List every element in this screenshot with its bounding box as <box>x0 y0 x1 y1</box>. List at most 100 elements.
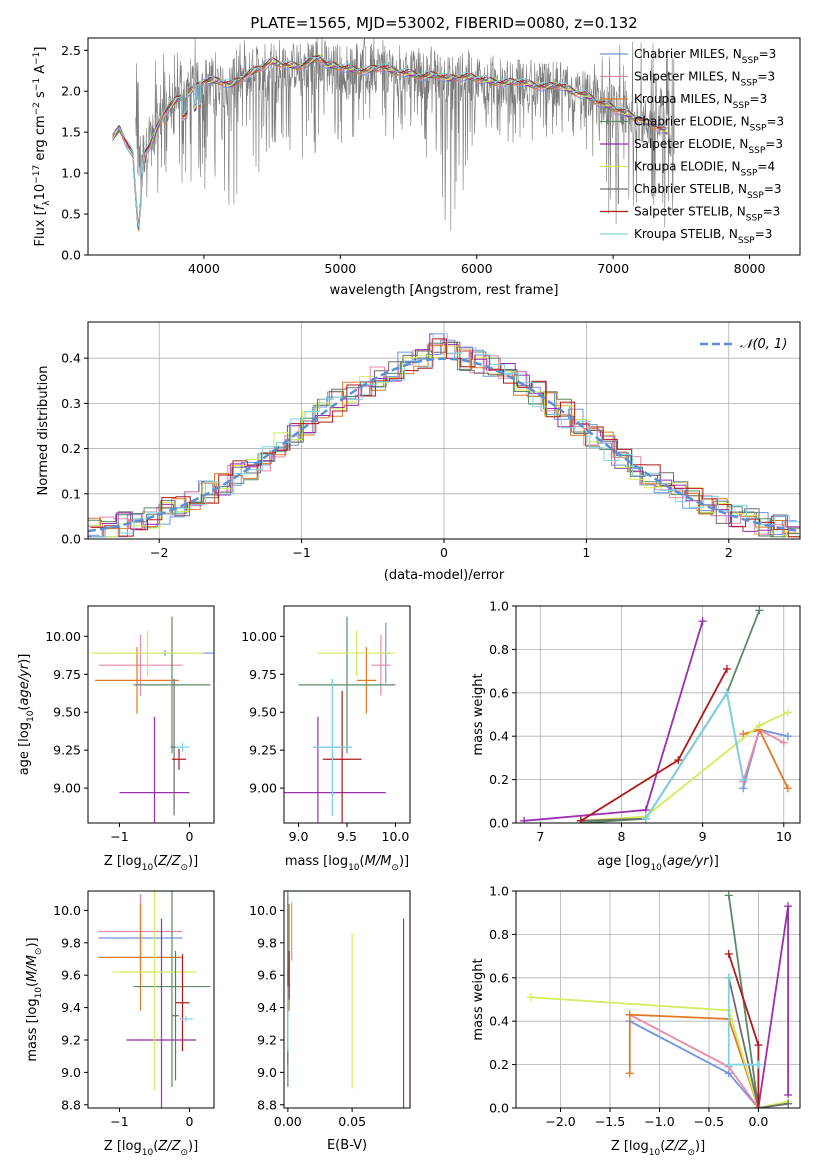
model-spectrum-salpeter-elodie <box>112 54 668 228</box>
y-tick-label: 9.2 <box>61 1032 81 1047</box>
y-axis-label: Flux [fλ10−17 erg cm−2 s−1 A−1] <box>32 47 52 247</box>
series-marker-salpeter-stelib <box>674 756 683 765</box>
series-marker-kroupa-stelib <box>641 814 650 823</box>
x-tick-label: 0.05 <box>338 1114 366 1129</box>
mass-vs-EBV-panel: 0.00 0.05 8.8 9.0 9.2 9.4 9.6 9.8 10.0 E(B-V) <box>249 890 411 1153</box>
y-tick-label: 10.00 <box>45 629 81 644</box>
x-tick-label: 0 <box>440 545 448 560</box>
x-axis-label: Z [log10(Z/Z⊙)] <box>104 854 198 873</box>
y-tick-label: 9.0 <box>61 1065 81 1080</box>
y-tick-label: 0.3 <box>61 396 81 411</box>
y-tick-label: 0.1 <box>61 486 81 501</box>
age-vs-mass-plot-area <box>284 616 396 823</box>
series-marker-kroupa-miles <box>783 784 792 793</box>
y-tick-label: 9.4 <box>257 1000 277 1015</box>
mass-vs-Z-plot-area <box>98 891 211 1108</box>
y-tick-label: 9.25 <box>53 743 81 758</box>
model-spectrum-chabrier-elodie <box>112 56 668 231</box>
model-spectrum-kroupa-elodie <box>112 54 668 226</box>
legend-label: 𝒩(0, 1) <box>740 337 787 352</box>
series-line-salpeter-miles <box>629 1013 760 1108</box>
y-tick-label: 0.2 <box>61 441 81 456</box>
x-tick-label: 0 <box>186 1114 194 1129</box>
y-tick-label: 9.00 <box>53 781 81 796</box>
y-tick-label: 9.50 <box>53 705 81 720</box>
series-line-salpeter-elodie <box>524 620 704 822</box>
axes-frame <box>515 605 801 824</box>
x-axis-label: E(B-V) <box>327 1138 367 1153</box>
legend-label: Salpeter ELODIE, NSSP=3 <box>634 137 783 156</box>
axes-frame <box>87 890 215 1109</box>
axes-frame <box>87 37 801 256</box>
series-line-salpeter-elodie <box>757 906 789 1108</box>
y-tick-label: 1.5 <box>61 125 81 140</box>
histogram-kroupa-miles <box>88 342 799 534</box>
y-tick-label: 10.00 <box>241 629 277 644</box>
mass-vs-Z-panel: −1 0 8.8 9.0 9.2 9.4 9.6 9.8 10.0 Z [log10(Z/Z⊙)]… <box>25 890 215 1158</box>
series-line-salpeter-stelib <box>580 668 728 822</box>
x-tick-label: 9 <box>699 829 707 844</box>
x-tick-label: 7 <box>536 829 544 844</box>
model-spectrum-chabrier-miles <box>112 59 668 230</box>
axes-frame <box>283 890 411 1109</box>
series-marker-salpeter-stelib <box>724 949 733 958</box>
x-tick-label: −1 <box>110 1114 128 1129</box>
y-tick-label: 9.0 <box>257 1065 277 1080</box>
y-tick-label: 0.8 <box>489 642 509 657</box>
series-marker-chabrier-elodie <box>755 606 764 615</box>
histogram-chabrier-elodie <box>88 341 800 538</box>
spectrum-panel: 4000 5000 6000 7000 8000 0.0 0.5 1.0 1.5 2.0 2.5 wa… <box>32 37 801 298</box>
series-line-chabrier-stelib <box>727 977 789 1108</box>
model-spectrum-salpeter-miles <box>112 60 668 231</box>
x-axis-label: age [log10(age/yr)] <box>597 854 719 873</box>
legend-label: Kroupa ELODIE, NSSP=4 <box>634 160 775 179</box>
legend-label: Salpeter STELIB, NSSP=3 <box>634 205 780 224</box>
axes-frame <box>515 890 801 1109</box>
y-tick-label: 0.2 <box>489 772 509 787</box>
legend-label: Chabrier STELIB, NSSP=3 <box>634 182 782 201</box>
series-line-chabrier-elodie <box>580 609 761 823</box>
y-tick-label: 0.8 <box>489 927 509 942</box>
y-tick-label: 9.8 <box>257 935 277 950</box>
series-marker-kroupa-miles <box>739 730 748 739</box>
y-tick-label: 9.2 <box>257 1032 277 1047</box>
x-tick-label: 5000 <box>324 261 356 276</box>
legend-label: Chabrier MILES, NSSP=3 <box>634 47 776 66</box>
y-tick-label: 0.0 <box>489 1101 509 1116</box>
massweight-vs-Z-plot-area <box>526 891 793 1108</box>
series-marker-chabrier-stelib <box>784 1099 793 1108</box>
series-marker-salpeter-stelib <box>754 1104 763 1108</box>
residuals-panel: −2 −1 0 1 2 0.0 0.1 0.2 0.3 0.4 (data-model)/error… <box>36 321 801 583</box>
y-tick-label: 0.0 <box>61 532 81 547</box>
y-tick-label: 9.75 <box>53 667 81 682</box>
x-tick-label: 10.0 <box>382 829 410 844</box>
series-marker-salpeter-stelib <box>754 1041 763 1050</box>
y-axis-label: mass [log10(M/M⊙)] <box>25 937 44 1061</box>
series-marker-kroupa-stelib <box>754 1060 763 1069</box>
x-tick-label: 10 <box>776 829 792 844</box>
x-tick-label: 9.0 <box>289 829 309 844</box>
x-tick-label: 0.0 <box>748 1114 768 1129</box>
figure-title: PLATE=1565, MJD=53002, FIBERID=0080, z=0… <box>250 14 637 32</box>
y-tick-label: 10.0 <box>249 903 277 918</box>
y-tick-label: 8.8 <box>257 1097 277 1112</box>
x-tick-label: 9.5 <box>337 829 357 844</box>
x-tick-label: −1 <box>110 829 128 844</box>
histogram-salpeter-miles <box>88 344 798 538</box>
y-tick-label: 8.8 <box>61 1097 81 1112</box>
y-tick-label: 0.5 <box>61 207 81 222</box>
y-tick-label: 9.25 <box>249 743 277 758</box>
mass-vs-EBV-plot-area <box>287 891 405 1108</box>
series-marker-kroupa-miles <box>625 1069 634 1078</box>
series-marker-salpeter-elodie <box>698 617 707 626</box>
y-tick-label: 9.75 <box>249 667 277 682</box>
y-tick-label: 9.00 <box>249 781 277 796</box>
histogram-kroupa-stelib <box>91 333 800 538</box>
spectrum-plot-area <box>112 38 675 232</box>
y-tick-label: 9.50 <box>249 705 277 720</box>
y-tick-label: 10.0 <box>53 903 81 918</box>
y-tick-label: 9.4 <box>61 1000 81 1015</box>
model-spectrum-kroupa-stelib <box>112 55 668 227</box>
series-marker-kroupa-elodie <box>526 993 535 1002</box>
